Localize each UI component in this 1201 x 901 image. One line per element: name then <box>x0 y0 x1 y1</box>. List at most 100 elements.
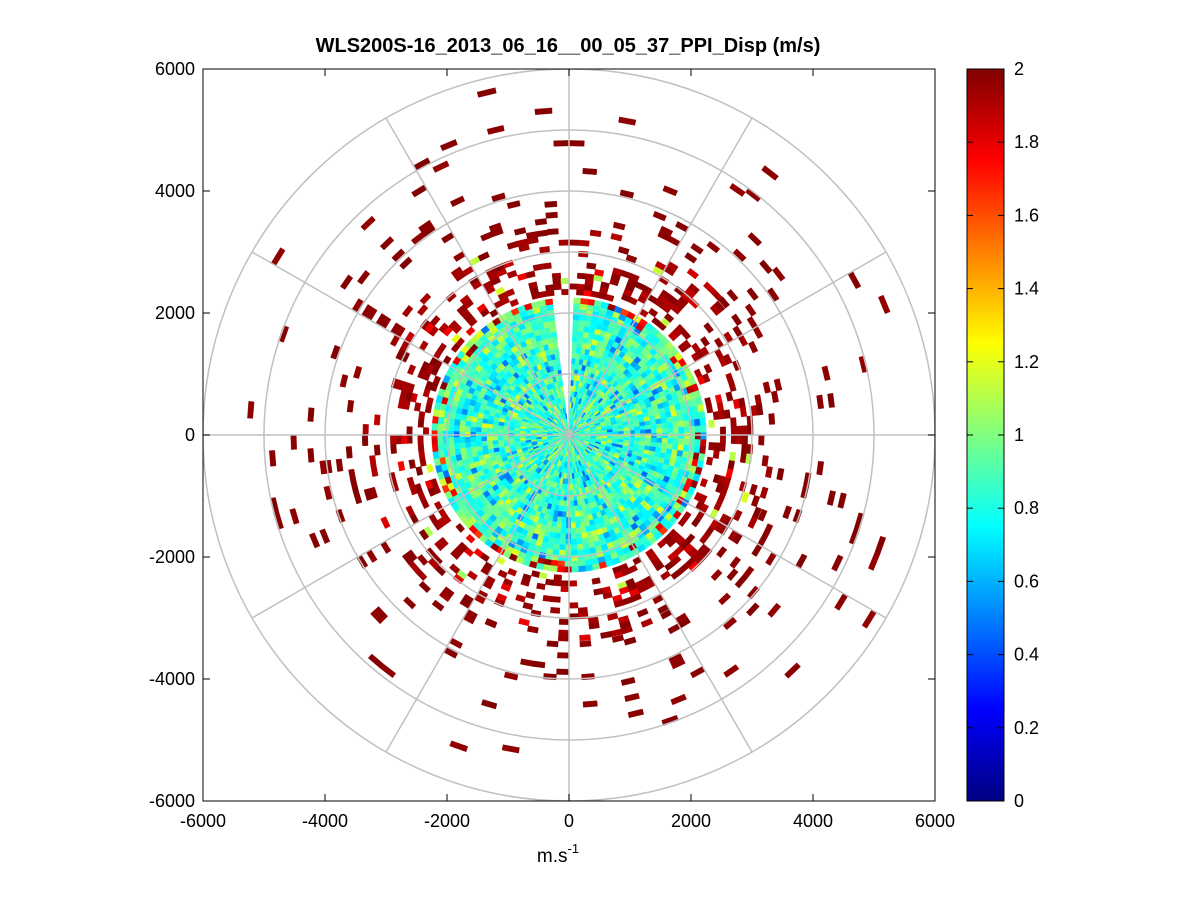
data-cell <box>406 426 413 436</box>
data-cell <box>570 516 576 524</box>
data-cell <box>767 602 782 618</box>
data-cell <box>688 283 700 295</box>
data-cell <box>837 492 847 509</box>
data-cell <box>572 314 580 321</box>
colorbar-ticks: 0 0.2 0.4 0.6 0.8 1 1.2 1.4 1.6 1.8 2 <box>967 59 1039 811</box>
data-cell <box>553 347 560 355</box>
data-cell <box>560 522 567 529</box>
data-cell <box>481 431 487 437</box>
colorbar-tick-label: 0.8 <box>1014 498 1039 518</box>
data-cell <box>713 300 726 313</box>
data-cell <box>495 286 506 296</box>
data-cell <box>565 517 571 523</box>
data-cell <box>558 239 570 246</box>
data-cell <box>465 446 472 454</box>
data-cell <box>652 210 667 222</box>
data-cell <box>678 438 685 446</box>
data-cell <box>662 185 678 197</box>
data-cell <box>453 436 460 444</box>
data-cell <box>515 594 526 603</box>
data-cell <box>663 312 675 323</box>
y-tick-label: -6000 <box>149 791 195 811</box>
data-cell <box>645 424 652 430</box>
data-cell <box>570 522 576 529</box>
data-cell <box>551 548 560 556</box>
data-cell <box>578 314 587 322</box>
data-cell <box>573 505 579 512</box>
data-cell <box>729 451 737 462</box>
data-cell <box>508 435 515 440</box>
data-cell <box>432 415 439 424</box>
data-cell <box>544 200 558 208</box>
data-cell <box>373 414 381 426</box>
data-cell <box>672 432 680 440</box>
data-cell <box>432 450 440 460</box>
data-cell <box>346 399 355 413</box>
data-cell <box>475 426 482 433</box>
data-cell <box>757 508 768 522</box>
data-cell <box>424 404 433 414</box>
data-cell <box>730 417 737 427</box>
data-cell <box>618 116 637 126</box>
data-cell <box>418 449 426 459</box>
data-cell <box>418 529 430 541</box>
data-cell <box>610 233 623 242</box>
data-cell <box>634 426 641 431</box>
data-cell <box>612 431 619 435</box>
data-cell <box>718 592 732 606</box>
data-cell <box>736 425 743 436</box>
data-cell <box>572 489 577 496</box>
data-cell <box>453 424 460 432</box>
data-cell <box>417 434 424 444</box>
data-cell <box>438 590 452 603</box>
data-cell <box>694 418 701 427</box>
data-cell <box>644 420 651 426</box>
data-cell <box>570 544 578 551</box>
data-cell <box>577 565 586 573</box>
data-cell <box>556 668 570 675</box>
data-cell <box>580 526 587 534</box>
data-cell <box>698 410 706 420</box>
data-cell <box>434 540 445 552</box>
data-cell <box>560 527 566 535</box>
data-cell <box>700 336 710 347</box>
colorbar-tick-label: 1.8 <box>1014 132 1039 152</box>
data-cell <box>453 418 461 426</box>
data-cell <box>771 390 779 403</box>
data-cell <box>690 242 704 255</box>
data-cell <box>437 430 444 438</box>
data-cell <box>449 740 469 753</box>
data-cell <box>628 273 640 283</box>
data-cell <box>431 443 439 452</box>
data-cell <box>561 516 567 524</box>
data-cell <box>572 335 578 343</box>
data-cell <box>578 515 585 523</box>
data-cell <box>731 313 743 326</box>
data-cell <box>558 629 570 636</box>
data-cell <box>418 219 433 233</box>
data-cell <box>565 528 571 534</box>
data-cell <box>449 563 461 575</box>
azimuth-spoke <box>251 434 570 619</box>
data-cell <box>716 546 728 559</box>
data-cell <box>513 227 527 236</box>
data-cell <box>773 378 783 392</box>
x-axis-label-text: m.s <box>537 846 568 867</box>
data-cell <box>554 353 560 360</box>
data-cell <box>545 578 555 586</box>
data-cell <box>639 429 647 435</box>
data-cell <box>639 425 646 431</box>
data-cell <box>576 289 585 296</box>
polar-grid <box>203 69 935 801</box>
data-cell <box>542 564 551 572</box>
colorbar-tick-label: 1.2 <box>1014 352 1039 372</box>
data-cell <box>420 361 430 372</box>
data-cell <box>475 436 482 442</box>
data-cell <box>666 443 674 450</box>
data-cell <box>580 298 589 305</box>
data-cell <box>683 438 690 446</box>
data-cell <box>369 455 377 467</box>
data-cell <box>439 139 458 152</box>
data-cell <box>401 552 414 566</box>
data-cell <box>560 585 570 593</box>
